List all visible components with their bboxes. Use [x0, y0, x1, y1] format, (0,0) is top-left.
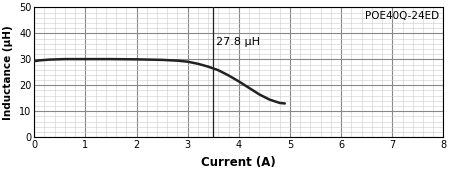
Text: 27.8 μH: 27.8 μH — [216, 37, 260, 47]
Text: POE40Q-24ED: POE40Q-24ED — [365, 11, 439, 21]
X-axis label: Current (A): Current (A) — [202, 155, 276, 169]
Y-axis label: Inductance (μH): Inductance (μH) — [4, 25, 13, 120]
